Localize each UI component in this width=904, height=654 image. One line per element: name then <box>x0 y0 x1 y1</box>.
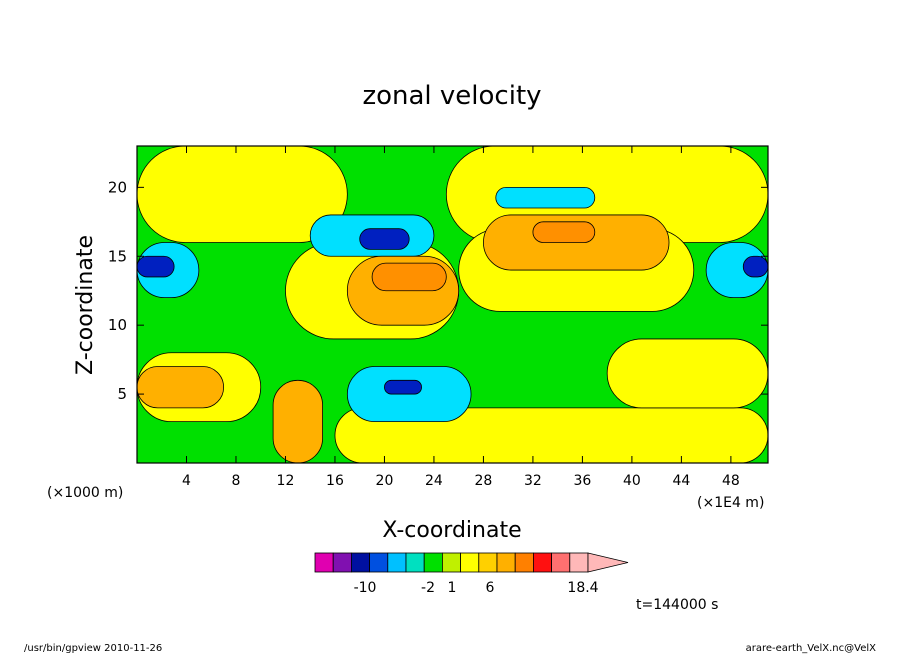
x-axis-label: X-coordinate <box>382 518 521 543</box>
colorbar-extend-arrow <box>587 552 629 573</box>
x-axis: 4 8 12 16 20 24 28 32 36 40 44 48 <box>182 146 740 489</box>
x-tick-label: 4 <box>182 473 191 489</box>
colorbar-swatch <box>551 552 571 573</box>
colorbar-swatch <box>314 552 334 573</box>
colorbar-label: 6 <box>486 580 495 596</box>
footer-right: arare-earth_VelX.nc@VelX <box>746 643 877 654</box>
region-blue <box>359 228 410 250</box>
y-tick-label: 15 <box>108 247 127 265</box>
colorbar-label: 1 <box>448 580 457 596</box>
colorbar-swatch <box>496 552 516 573</box>
y-tick-label: 5 <box>117 385 127 403</box>
chart-title: zonal velocity <box>362 81 541 111</box>
colorbar-swatch <box>423 552 443 573</box>
y-tick-label: 20 <box>108 178 127 196</box>
colorbar-swatch <box>405 552 425 573</box>
y-tick-label: 10 <box>108 316 127 334</box>
contour-fill <box>137 146 768 463</box>
region-yellow <box>606 338 768 409</box>
region-blue <box>137 255 175 278</box>
colorbar-swatch <box>441 552 461 573</box>
y-unit-note: (×1000 m) <box>47 485 123 501</box>
colorbar-label: 18.4 <box>567 580 598 596</box>
colorbar-swatch <box>460 552 480 573</box>
y-axis-label: Z-coordinate <box>73 235 98 375</box>
x-tick-label: 8 <box>232 473 241 489</box>
colorbar-label: -10 <box>354 580 377 596</box>
region-dark-orange <box>371 262 447 292</box>
region-yellow <box>137 146 348 243</box>
colorbar-label: -2 <box>421 580 435 596</box>
colorbar: -10 -2 1 6 18.4 <box>314 552 629 596</box>
x-tick-label: 16 <box>326 473 344 489</box>
colorbar-swatch <box>350 552 370 573</box>
colorbar-swatch <box>387 552 407 573</box>
footer-left: /usr/bin/gpview 2010-11-26 <box>24 643 162 654</box>
plot-frame <box>136 145 769 464</box>
colorbar-swatch <box>569 552 589 573</box>
x-tick-label: 36 <box>573 473 591 489</box>
x-unit-note: (×1E4 m) <box>697 495 764 511</box>
region-blue <box>384 379 422 395</box>
x-tick-label: 28 <box>475 473 493 489</box>
colorbar-swatch <box>514 552 534 573</box>
colorbar-swatch <box>369 552 389 573</box>
region-dark-orange <box>532 221 596 243</box>
colorbar-swatch <box>478 552 498 573</box>
region-blue <box>742 255 768 278</box>
x-tick-label: 20 <box>376 473 394 489</box>
region-orange <box>272 379 323 463</box>
y-axis: 5 10 15 20 <box>108 178 768 403</box>
region-cyan <box>495 186 596 209</box>
x-tick-label: 24 <box>425 473 443 489</box>
x-tick-label: 44 <box>672 473 690 489</box>
x-tick-label: 32 <box>524 473 542 489</box>
x-tick-label: 12 <box>277 473 295 489</box>
colorbar-swatch <box>533 552 553 573</box>
time-label: t=144000 s <box>636 597 718 613</box>
x-tick-label: 40 <box>623 473 641 489</box>
x-tick-label: 48 <box>722 473 740 489</box>
colorbar-swatch <box>332 552 352 573</box>
region-orange <box>137 366 225 409</box>
